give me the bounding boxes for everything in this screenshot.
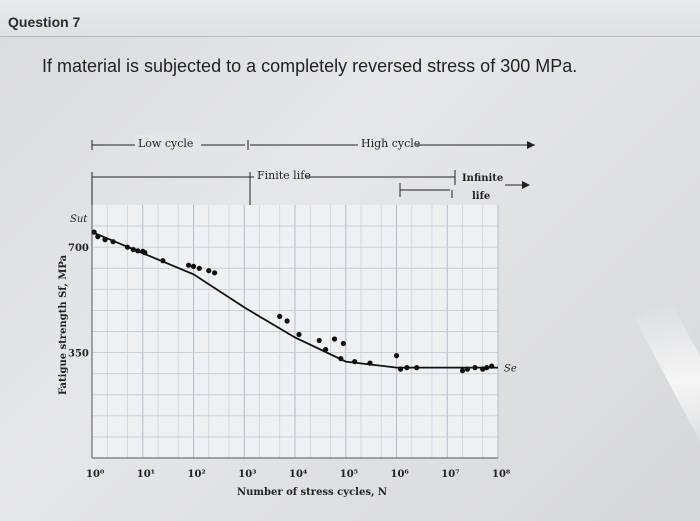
data-point: [393, 353, 400, 359]
x-tick-label: 10⁷: [441, 469, 459, 480]
data-point: [130, 247, 136, 253]
y-tick-label: 350: [68, 349, 89, 360]
data-point: [135, 248, 141, 254]
x-tick-labels: 10⁰ 10¹ 10² 10³ 10⁴ 10⁵ 10⁶ 10⁷ 10⁸: [86, 469, 511, 480]
x-tick-label: 10³: [238, 469, 256, 480]
finite-life-label-bg: [254, 167, 306, 181]
data-point: [190, 263, 197, 269]
x-axis-label: Number of stress cycles, N: [237, 487, 387, 498]
data-point: [414, 365, 420, 371]
y-tick-label: 700: [68, 243, 89, 254]
x-tick-label: 10⁵: [340, 469, 358, 480]
data-point: [206, 268, 212, 274]
data-point: [404, 365, 410, 371]
infinite-life-arrowhead: [522, 181, 530, 189]
finite-life-label: Finite life: [257, 169, 311, 182]
chart-axes: [91, 205, 498, 459]
data-point: [142, 250, 148, 256]
x-tick-label: 10⁰: [86, 469, 105, 480]
data-point: [323, 347, 329, 353]
region-annotations: Low cycle High cycle Finite life Infinit…: [91, 135, 535, 205]
y-annotation-label: Se: [504, 364, 517, 375]
data-point: [124, 244, 131, 250]
sn-curve-line: [91, 231, 498, 369]
infinite-life-label-1: Infinite: [462, 173, 503, 184]
data-point: [484, 365, 490, 371]
low-cycle-label-bg: [135, 135, 201, 149]
data-point: [316, 337, 322, 344]
data-point: [338, 356, 344, 362]
test-data-points: [91, 229, 495, 374]
high-cycle-label: High cycle: [361, 137, 420, 150]
data-point: [110, 239, 116, 245]
data-point: [464, 366, 470, 372]
question-header: Question 7: [0, 0, 700, 37]
x-tick-label: 10⁴: [289, 469, 308, 480]
sn-curve: [91, 231, 498, 369]
infinite-life-label-2: life: [472, 191, 490, 202]
data-point: [284, 318, 290, 324]
x-tick-label: 10⁸: [492, 469, 511, 480]
data-point: [472, 365, 478, 371]
data-point: [196, 265, 202, 271]
data-point: [186, 262, 192, 268]
question-text: If material is subjected to a completely…: [42, 56, 578, 76]
high-cycle-label-bg: [358, 135, 416, 149]
y-axis-label: Fatigue strength Sf, MPa: [58, 254, 69, 395]
data-point: [277, 313, 283, 319]
data-point: [459, 368, 466, 374]
y-annotation-label: Sut: [70, 214, 88, 225]
x-tick-label: 10¹: [137, 469, 155, 480]
data-point: [352, 359, 358, 365]
x-tick-label: 10⁶: [391, 469, 410, 480]
data-point: [296, 331, 302, 338]
y-tick-labels: 700 350: [68, 243, 89, 359]
data-point: [91, 229, 97, 235]
data-point: [95, 234, 101, 240]
data-point: [480, 366, 486, 372]
data-point: [397, 366, 404, 372]
data-point: [340, 340, 346, 347]
data-point: [489, 363, 495, 369]
data-point: [160, 258, 166, 264]
data-point: [367, 360, 373, 366]
data-point: [212, 270, 218, 276]
high-cycle-arrowhead: [527, 141, 535, 149]
chart-grid: [91, 205, 499, 458]
question-title: Question 7: [8, 14, 81, 30]
data-point: [331, 336, 338, 342]
y-annotations: Sut Se: [70, 214, 517, 375]
low-cycle-label: Low cycle: [138, 137, 193, 150]
x-tick-label: 10²: [188, 469, 206, 480]
data-point: [102, 237, 108, 243]
